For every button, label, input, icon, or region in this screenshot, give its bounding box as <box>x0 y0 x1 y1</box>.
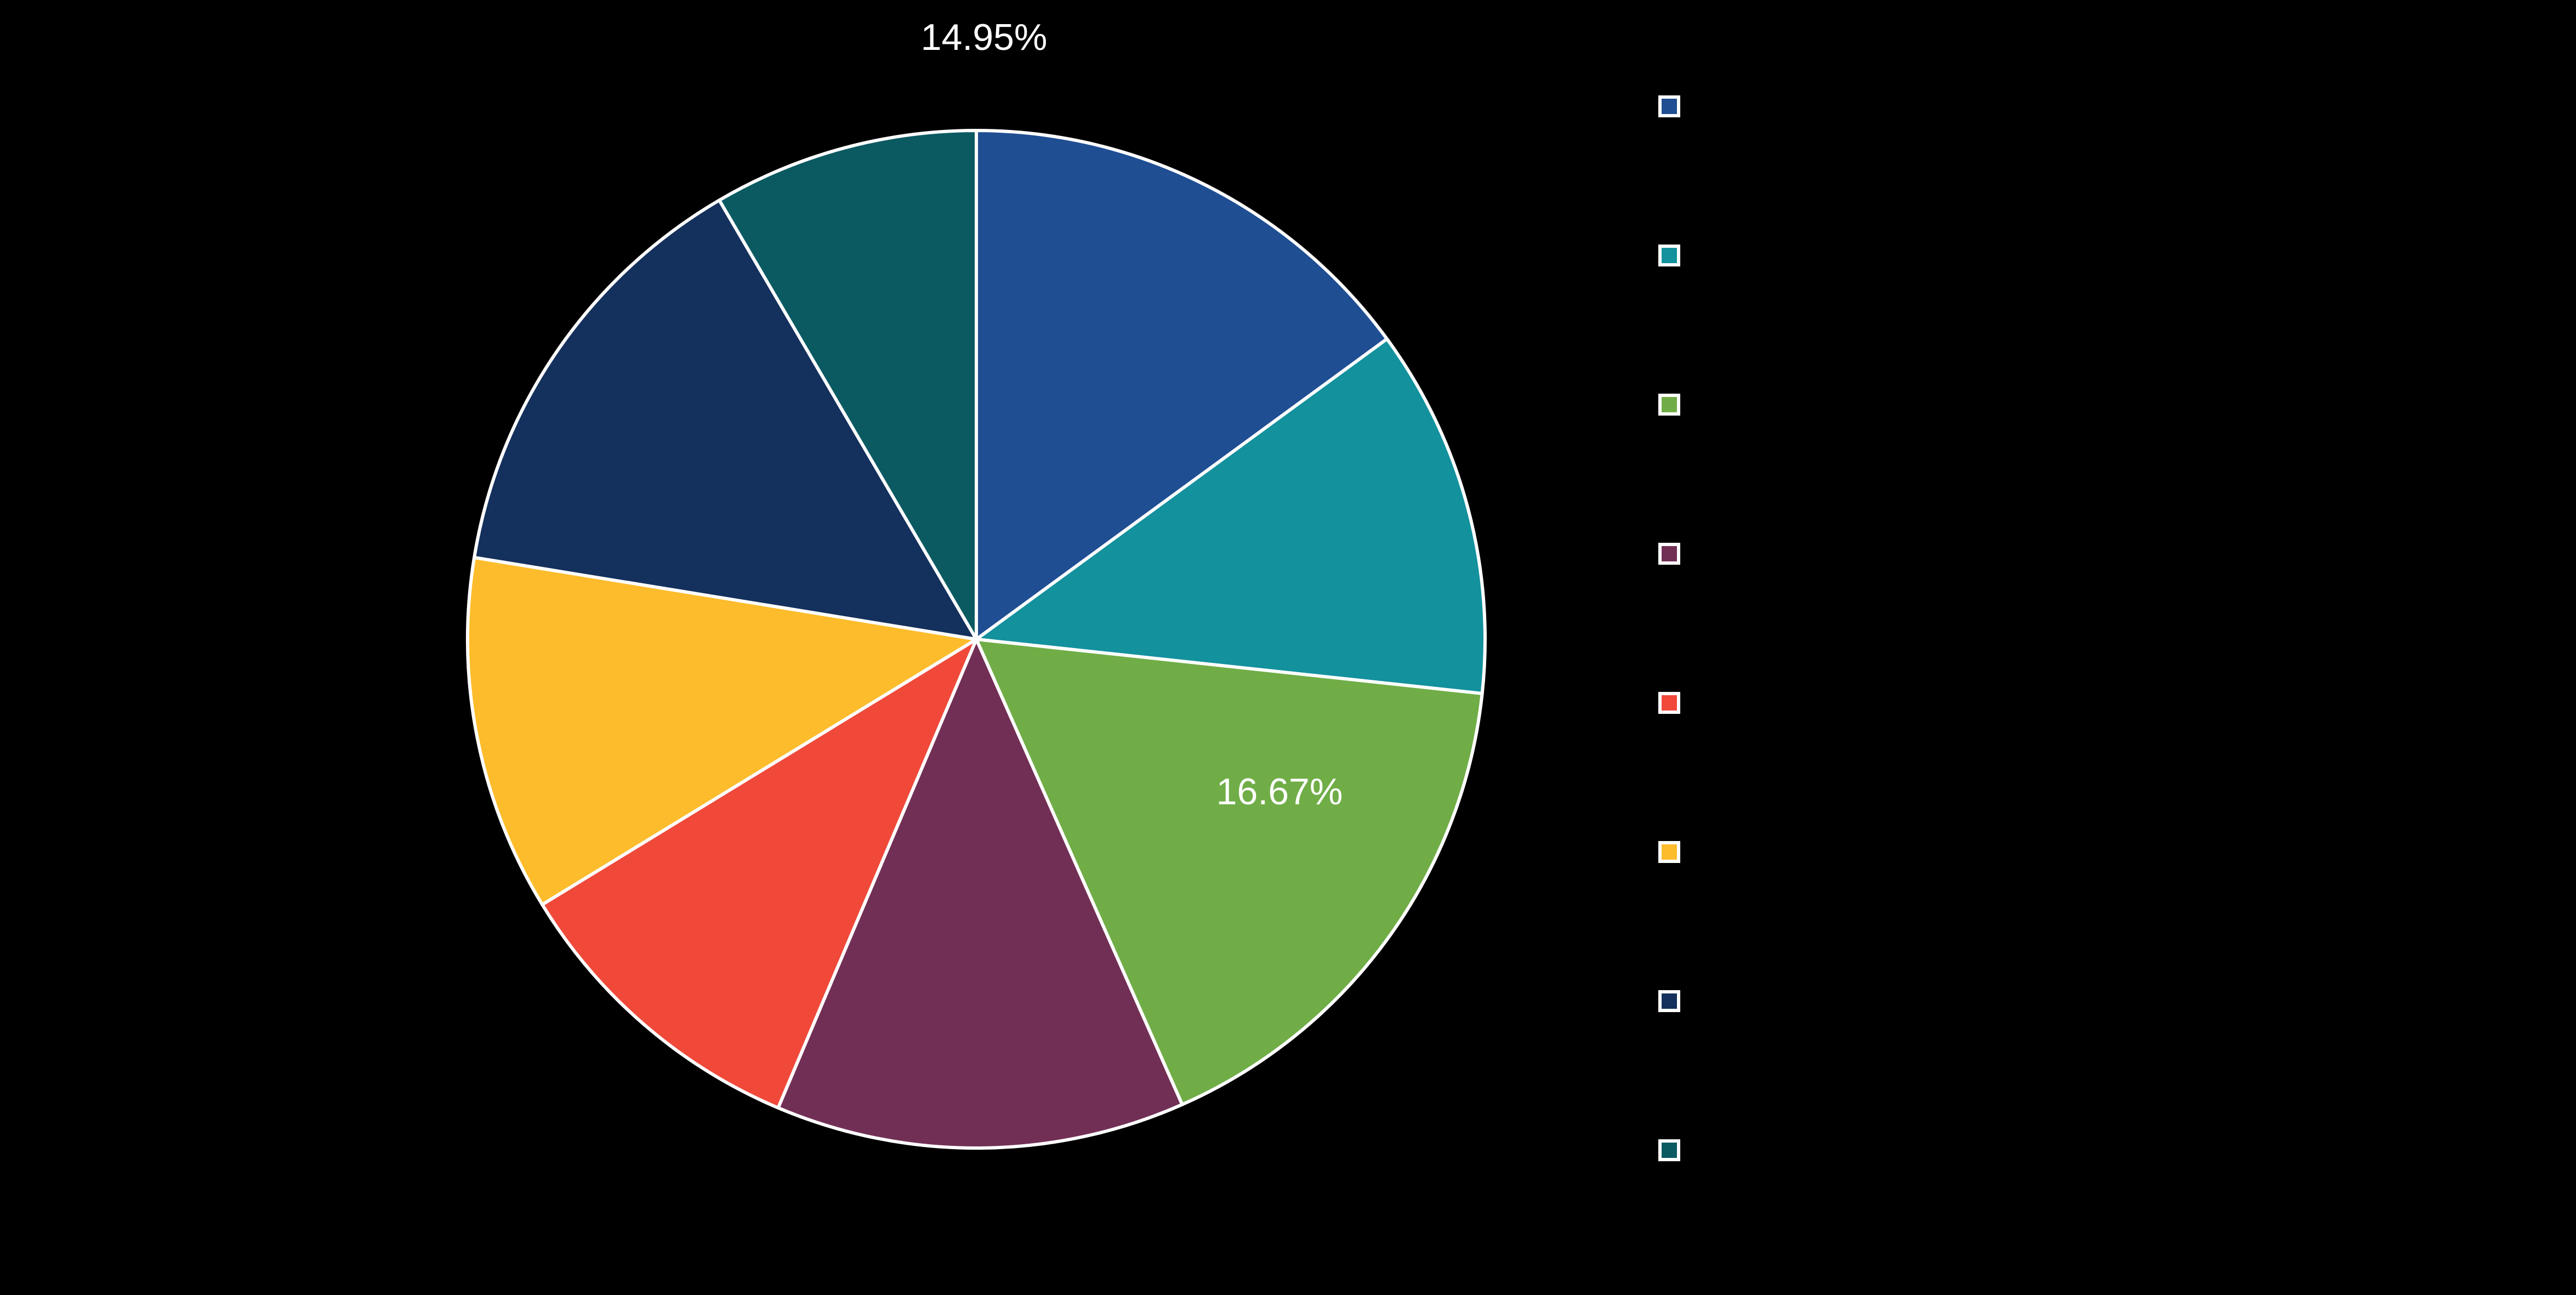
legend-swatch-icon <box>1658 245 1680 266</box>
legend-label: Endpoint Security <box>1693 391 1969 430</box>
legend-label: Others <box>1693 1137 1799 1176</box>
pie-slice-security-policy-management[interactable] <box>473 198 978 641</box>
legend-swatch-icon <box>1658 95 1680 117</box>
legend-item-soar[interactable]: Security Orchestration Automation and Re… <box>1658 535 2461 634</box>
legend-swatch-icon <box>1658 692 1680 714</box>
legend-swatch-icon <box>1658 990 1680 1012</box>
legend-item-api-security[interactable]: API Security <box>1658 684 2461 734</box>
legend-item-data-security[interactable]: Data Security <box>1658 237 2461 286</box>
pie-slice-security-analytics[interactable] <box>466 555 978 906</box>
legend-swatch-icon <box>1658 1139 1680 1161</box>
legend-item-others[interactable]: Others <box>1658 1132 2461 1181</box>
pie-slice-data-security[interactable] <box>975 337 1487 695</box>
legend-swatch-icon <box>1658 841 1680 863</box>
legend-item-network-security[interactable]: Network Security <box>1658 88 2461 137</box>
legend-label: Security Orchestration Automation and Re… <box>1693 540 2294 629</box>
data-label-network-security: 14.95% <box>920 16 1048 58</box>
legend-label: Security Analytics <box>1693 838 1969 878</box>
legend-label: Network Security <box>1693 93 1959 132</box>
legend-label: Security Policy Management <box>1693 987 2139 1027</box>
pie-slice-network-security[interactable] <box>975 129 1389 641</box>
legend-swatch-icon <box>1658 543 1680 565</box>
pie-slice-api-security[interactable] <box>541 638 978 1110</box>
legend-label: API Security <box>1693 689 1887 729</box>
pie-slice-others[interactable] <box>718 129 978 641</box>
pie-slice-endpoint-security[interactable] <box>975 638 1484 1106</box>
legend-item-security-policy-management[interactable]: Security Policy Management <box>1658 982 2461 1032</box>
pie-slice-security-orchestration-automation-and-response[interactable] <box>776 638 1184 1150</box>
legend-label: Data Security <box>1693 242 1904 281</box>
legend-item-endpoint-security[interactable]: Endpoint Security <box>1658 386 2461 435</box>
data-label-endpoint-security: 16.67% <box>1216 771 1343 813</box>
legend-item-security-analytics[interactable]: Security Analytics <box>1658 833 2461 883</box>
legend-swatch-icon <box>1658 394 1680 416</box>
